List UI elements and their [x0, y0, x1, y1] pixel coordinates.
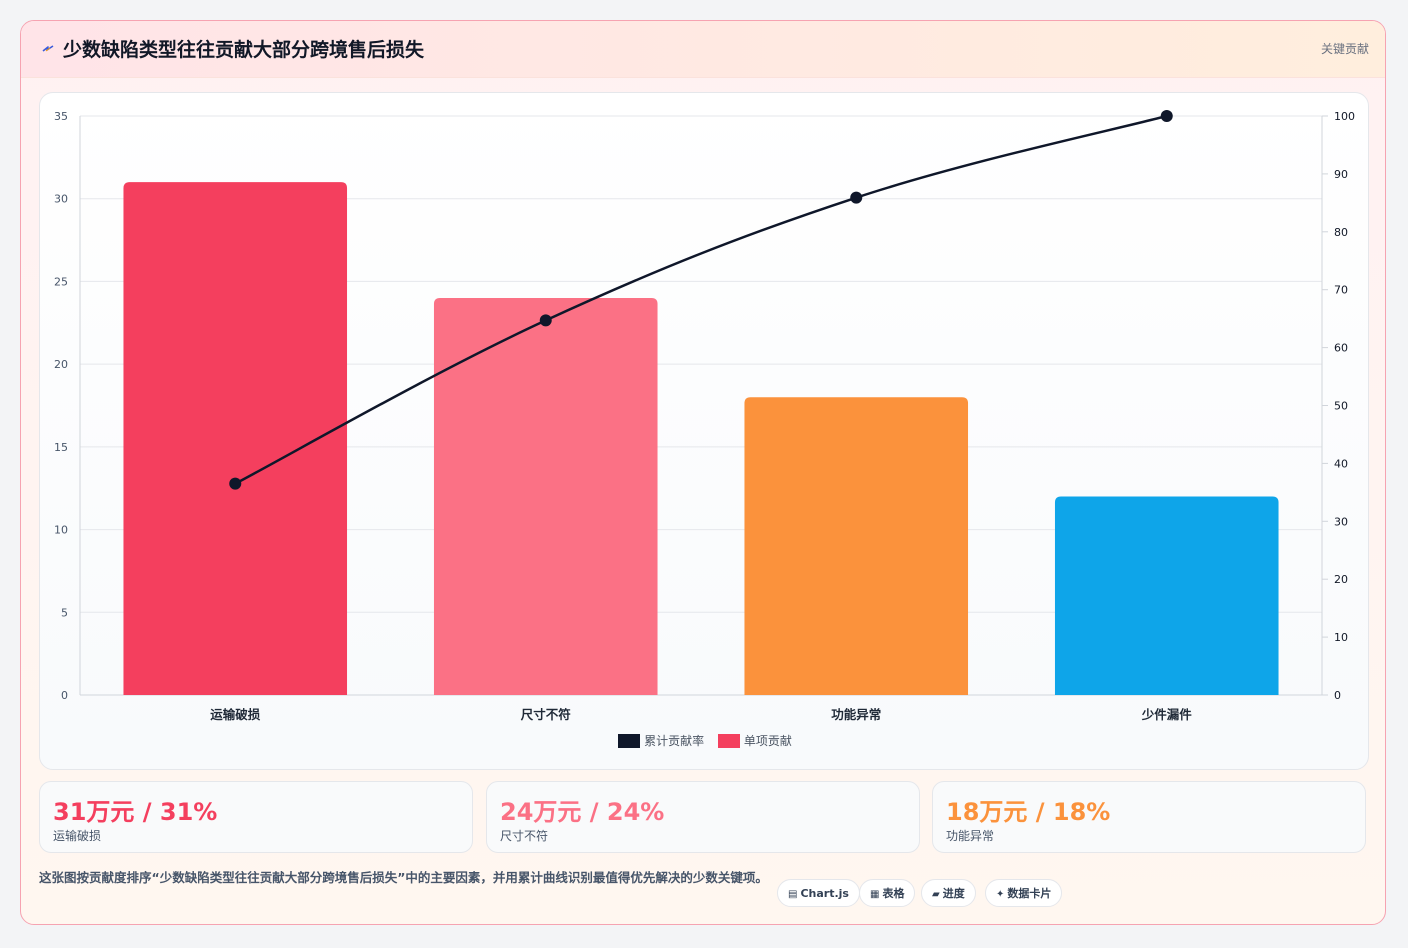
- y2-tick-label: 90: [1334, 168, 1348, 181]
- y-tick-label: 5: [61, 606, 68, 619]
- legend-item-single[interactable]: 单项贡献: [717, 732, 792, 749]
- pill-table[interactable]: ▦ 表格: [859, 879, 916, 907]
- y2-tick-label: 50: [1334, 400, 1348, 413]
- cumulative-point: [539, 314, 552, 327]
- legend-item-cumulative[interactable]: 累计贡献率: [618, 732, 704, 749]
- chart-legend: 累计贡献率 单项贡献: [40, 732, 1370, 749]
- y-tick-label: 30: [54, 193, 68, 206]
- legend-swatch-cumulative: [618, 734, 641, 748]
- y2-tick-label: 60: [1334, 342, 1348, 355]
- sparkle-icon: ✦: [996, 889, 1005, 900]
- y2-tick-label: 70: [1334, 284, 1348, 297]
- y-tick-label: 15: [54, 441, 68, 454]
- y-tick-label: 10: [54, 524, 68, 537]
- y-tick-label: 20: [54, 358, 68, 371]
- chart-icon: ▤: [788, 889, 798, 900]
- stat-value: 31万元 / 31%: [53, 798, 218, 826]
- pill-data-card[interactable]: ✦ 数据卡片: [985, 879, 1063, 907]
- pill-label: 表格: [882, 887, 905, 900]
- y-tick-label: 25: [54, 275, 68, 288]
- pill-label: 数据卡片: [1007, 887, 1052, 900]
- cumulative-point: [229, 477, 242, 490]
- cumulative-point: [850, 191, 863, 204]
- x-tick-label: 尺寸不符: [521, 707, 572, 722]
- table-icon: ▦: [870, 889, 880, 900]
- cumulative-line: [234, 114, 1168, 485]
- y2-tick-label: 100: [1334, 110, 1355, 123]
- cumulative-point: [1160, 110, 1173, 122]
- bar: [744, 397, 969, 695]
- y2-tick-label: 20: [1334, 573, 1348, 586]
- x-tick-label: 功能异常: [831, 707, 881, 722]
- stat-label: 尺寸不符: [500, 829, 549, 843]
- legend-swatch-single: [717, 734, 740, 748]
- stat-value: 24万元 / 24%: [500, 798, 665, 826]
- stat-card-size: 24万元 / 24% 尺寸不符: [486, 781, 920, 853]
- pill-label: 进度: [942, 887, 965, 900]
- progress-icon: ▰: [932, 889, 940, 900]
- lightning-icon: [42, 45, 54, 52]
- page-title: 少数缺陷类型往往贡献大部分跨境售后损失: [63, 39, 425, 61]
- pill-label: Chart.js: [800, 887, 849, 900]
- x-tick-label: 运输破损: [210, 707, 261, 722]
- y2-tick-label: 0: [1334, 689, 1341, 702]
- pareto-chart: 0 5 10 15 20 25 30 35 0 10 20 30 40 50 60 70 80 90 100 运输破损…: [54, 110, 1355, 722]
- pill-chartjs[interactable]: ▤ Chart.js: [777, 879, 860, 907]
- chart-description: 这张图按贡献度排序“少数缺陷类型往往贡献大部分跨境售后损失”中的主要因素，并用累…: [39, 870, 768, 885]
- chart-card: 少数缺陷类型往往贡献大部分跨境售后损失 关键贡献 0 5 10 15 20 25 30 35 0…: [20, 20, 1386, 925]
- stat-label: 功能异常: [946, 829, 995, 843]
- y-tick-label: 0: [61, 689, 68, 702]
- stat-label: 运输破损: [53, 829, 102, 843]
- y2-tick-label: 40: [1334, 457, 1348, 470]
- y2-tick-label: 10: [1334, 631, 1348, 644]
- y2-tick-label: 80: [1334, 226, 1348, 239]
- header-tag: 关键贡献: [1320, 42, 1369, 56]
- legend-label-single: 单项贡献: [743, 734, 792, 748]
- stat-value: 18万元 / 18%: [946, 798, 1111, 826]
- y-tick-label: 35: [54, 110, 68, 123]
- pill-progress[interactable]: ▰ 进度: [921, 879, 976, 907]
- x-tick-label: 少件漏件: [1141, 707, 1193, 722]
- chart-panel: 0 5 10 15 20 25 30 35 0 10 20 30 40 50 60 70 80 90 100 运输破损…: [39, 92, 1369, 770]
- bar: [433, 297, 658, 695]
- stat-card-transport: 31万元 / 31% 运输破损: [39, 781, 473, 853]
- stat-card-function: 18万元 / 18% 功能异常: [932, 781, 1366, 853]
- y2-tick-label: 30: [1334, 515, 1348, 528]
- bar: [1054, 496, 1279, 695]
- legend-label-cumulative: 累计贡献率: [644, 734, 705, 748]
- bar: [123, 182, 348, 696]
- card-header: 少数缺陷类型往往贡献大部分跨境售后损失 关键贡献: [21, 21, 1385, 78]
